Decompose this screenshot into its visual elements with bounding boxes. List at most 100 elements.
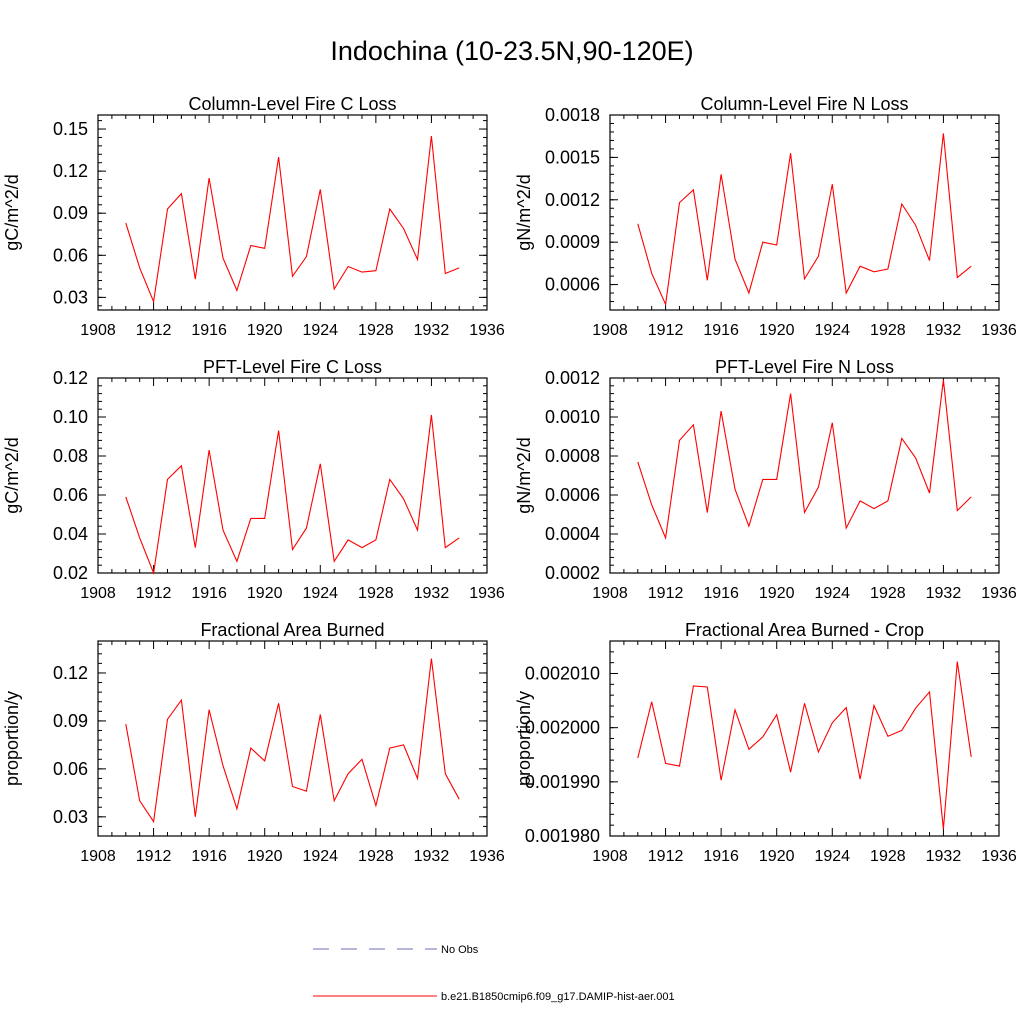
x-tick-label: 1920 <box>247 848 283 865</box>
x-tick-label: 1928 <box>358 848 394 865</box>
series-line-1 <box>637 661 972 830</box>
panel-1: Column-Level Fire C Loss gC/m^2/d 1908 1912… <box>2 94 505 339</box>
plot-frame <box>97 640 488 837</box>
x-tick-label: 1932 <box>926 322 962 339</box>
panel-title: Column-Level Fire N Loss <box>700 94 908 114</box>
x-tick-label: 1936 <box>981 848 1017 865</box>
x-tick-label: 1936 <box>469 848 505 865</box>
legend-label-no-obs: No Obs <box>441 944 479 956</box>
y-tick-label: 0.06 <box>53 485 88 505</box>
y-tick-label: 0.09 <box>53 711 88 731</box>
panel-3: PFT-Level Fire C Loss gC/m^2/d 1908 1912 191… <box>2 357 505 602</box>
x-tick-label: 1924 <box>814 585 850 602</box>
x-tick-label: 1916 <box>191 848 227 865</box>
panel-5: Fractional Area Burned proportion/y 1908 19… <box>2 620 505 865</box>
x-tick-label: 1908 <box>80 322 116 339</box>
y-tick-label: 0.10 <box>53 407 88 427</box>
y-tick-label: 0.0018 <box>545 105 600 125</box>
x-tick-label: 1912 <box>648 585 684 602</box>
y-tick-label: 0.12 <box>53 368 88 388</box>
x-tick-label: 1932 <box>926 585 962 602</box>
y-tick-label: 0.08 <box>53 446 88 466</box>
x-tick-label: 1912 <box>136 848 172 865</box>
panel-title: Fractional Area Burned - Crop <box>685 620 924 640</box>
series-line-1 <box>125 658 460 824</box>
x-tick-label: 1908 <box>592 585 628 602</box>
x-tick-label: 1924 <box>814 848 850 865</box>
x-tick-label: 1928 <box>870 585 906 602</box>
x-tick-label: 1916 <box>703 848 739 865</box>
series-line-1 <box>637 379 972 540</box>
x-tick-label: 1924 <box>302 585 338 602</box>
x-tick-label: 1912 <box>136 322 172 339</box>
series-line-1 <box>125 414 460 576</box>
x-tick-label: 1924 <box>302 848 338 865</box>
y-tick-label: 0.0006 <box>545 275 600 295</box>
y-tick-label: 0.02 <box>53 563 88 583</box>
x-tick-label: 1936 <box>469 585 505 602</box>
x-tick-label: 1924 <box>814 322 850 339</box>
panel-title: PFT-Level Fire N Loss <box>715 357 894 377</box>
x-tick-label: 1920 <box>759 322 795 339</box>
legend-label-model: b.e21.B1850cmip6.f09_g17.DAMIP-hist-aer.… <box>441 991 675 1003</box>
y-tick-label: 0.0012 <box>545 368 600 388</box>
y-tick-label: 0.06 <box>53 245 88 265</box>
legend: No Obs b.e21.B1850cmip6.f09_g17.DAMIP-his… <box>313 944 675 1003</box>
panel-title: PFT-Level Fire C Loss <box>203 357 382 377</box>
y-tick-label: 0.0010 <box>545 407 600 427</box>
y-tick-label: 0.0006 <box>545 485 600 505</box>
x-tick-label: 1924 <box>302 322 338 339</box>
x-tick-label: 1912 <box>648 322 684 339</box>
x-tick-label: 1920 <box>247 585 283 602</box>
plot-frame <box>97 377 488 574</box>
y-axis-label: gC/m^2/d <box>2 437 22 513</box>
x-tick-label: 1916 <box>191 585 227 602</box>
series-line-1 <box>125 135 460 304</box>
y-tick-label: 0.001980 <box>525 826 600 846</box>
y-tick-label: 0.03 <box>53 287 88 307</box>
y-tick-label: 0.002000 <box>525 718 600 738</box>
x-tick-label: 1936 <box>981 585 1017 602</box>
x-tick-label: 1928 <box>870 322 906 339</box>
x-tick-label: 1932 <box>414 322 450 339</box>
series-line-1 <box>637 133 972 307</box>
x-tick-label: 1920 <box>247 322 283 339</box>
y-tick-label: 0.12 <box>53 663 88 683</box>
y-tick-label: 0.15 <box>53 119 88 139</box>
panel-title: Fractional Area Burned <box>200 620 384 640</box>
y-axis-label: gN/m^2/d <box>514 437 534 513</box>
y-tick-label: 0.001990 <box>525 772 600 792</box>
y-tick-label: 0.0012 <box>545 190 600 210</box>
y-tick-label: 0.12 <box>53 161 88 181</box>
panel-4: PFT-Level Fire N Loss gN/m^2/d 1908 1912 191… <box>514 357 1017 602</box>
x-tick-label: 1912 <box>648 848 684 865</box>
y-axis-label: gC/m^2/d <box>2 174 22 250</box>
x-tick-label: 1932 <box>414 585 450 602</box>
y-axis-label: proportion/y <box>2 691 22 786</box>
y-tick-label: 0.09 <box>53 203 88 223</box>
x-tick-label: 1916 <box>191 322 227 339</box>
y-tick-label: 0.0009 <box>545 232 600 252</box>
x-tick-label: 1908 <box>80 585 116 602</box>
y-tick-label: 0.03 <box>53 807 88 827</box>
y-tick-label: 0.0002 <box>545 563 600 583</box>
y-tick-label: 0.06 <box>53 759 88 779</box>
y-tick-label: 0.04 <box>53 524 88 544</box>
x-tick-label: 1908 <box>592 322 628 339</box>
x-tick-label: 1928 <box>870 848 906 865</box>
y-tick-label: 0.0004 <box>545 524 600 544</box>
x-tick-label: 1908 <box>592 848 628 865</box>
x-tick-label: 1920 <box>759 848 795 865</box>
plot-frame <box>609 377 1000 574</box>
x-tick-label: 1916 <box>703 585 739 602</box>
x-tick-label: 1928 <box>358 322 394 339</box>
x-tick-label: 1916 <box>703 322 739 339</box>
x-tick-label: 1936 <box>981 322 1017 339</box>
x-tick-label: 1932 <box>414 848 450 865</box>
panel-2: Column-Level Fire N Loss gN/m^2/d 1908 1912… <box>514 94 1017 339</box>
x-tick-label: 1932 <box>926 848 962 865</box>
figure-title: Indochina (10-23.5N,90-120E) <box>330 36 694 66</box>
x-tick-label: 1928 <box>358 585 394 602</box>
